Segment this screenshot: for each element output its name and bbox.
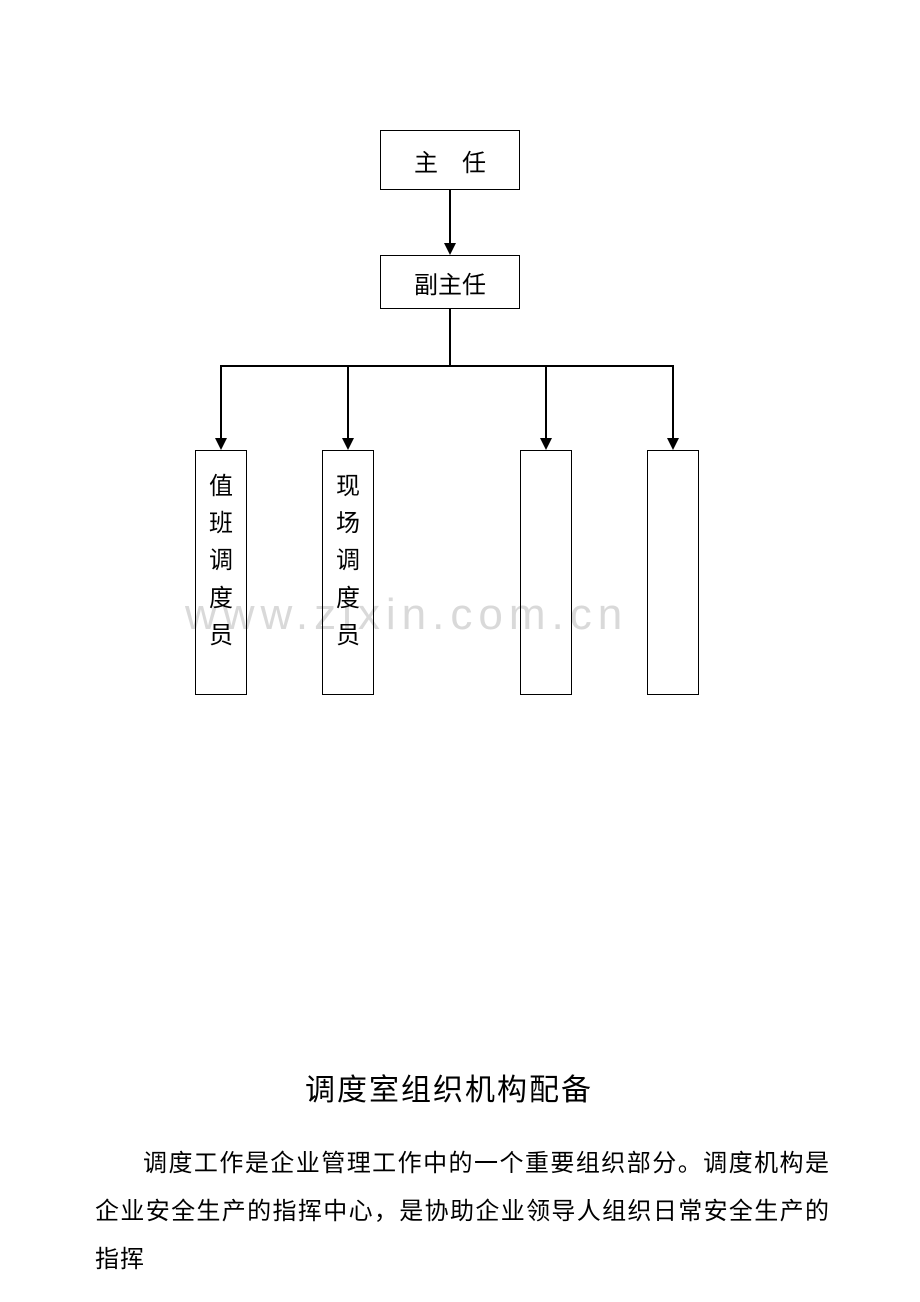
edge-drop-2 [347, 365, 349, 438]
body-paragraph: 调度工作是企业管理工作中的一个重要组织部分。调度机构是企业安全生产的指挥中心，是… [95, 1140, 830, 1284]
body-paragraph-text: 调度工作是企业管理工作中的一个重要组织部分。调度机构是企业安全生产的指挥中心，是… [95, 1151, 830, 1273]
node-empty-3 [520, 450, 572, 695]
edge-root-deputy [449, 190, 451, 243]
arrow-drop-2 [342, 438, 354, 450]
node-deputy: 副主任 [380, 255, 520, 309]
node-deputy-label: 副主任 [414, 265, 486, 300]
arrow-root-deputy [444, 243, 456, 255]
edge-drop-1 [220, 365, 222, 438]
section-heading-text: 调度室组织机构配备 [305, 1074, 593, 1107]
node-duty-dispatcher-label: 值班调度员 [209, 469, 233, 655]
section-heading: 调度室组织机构配备 [305, 1065, 593, 1109]
arrow-drop-4 [667, 438, 679, 450]
edge-deputy-stem [449, 309, 451, 366]
node-site-dispatcher-label: 现场调度员 [336, 469, 360, 655]
arrow-drop-1 [215, 438, 227, 450]
arrow-drop-3 [540, 438, 552, 450]
node-director-label: 主 任 [414, 143, 486, 178]
node-duty-dispatcher: 值班调度员 [195, 450, 247, 695]
node-empty-4 [647, 450, 699, 695]
org-chart-canvas: 主 任 副主任 www.zixin.com.cn 值班调度员 现场调度员 调度室… [0, 0, 920, 1302]
node-site-dispatcher: 现场调度员 [322, 450, 374, 695]
node-director: 主 任 [380, 130, 520, 190]
edge-hbar [221, 365, 674, 367]
edge-drop-3 [545, 365, 547, 438]
edge-drop-4 [672, 365, 674, 438]
